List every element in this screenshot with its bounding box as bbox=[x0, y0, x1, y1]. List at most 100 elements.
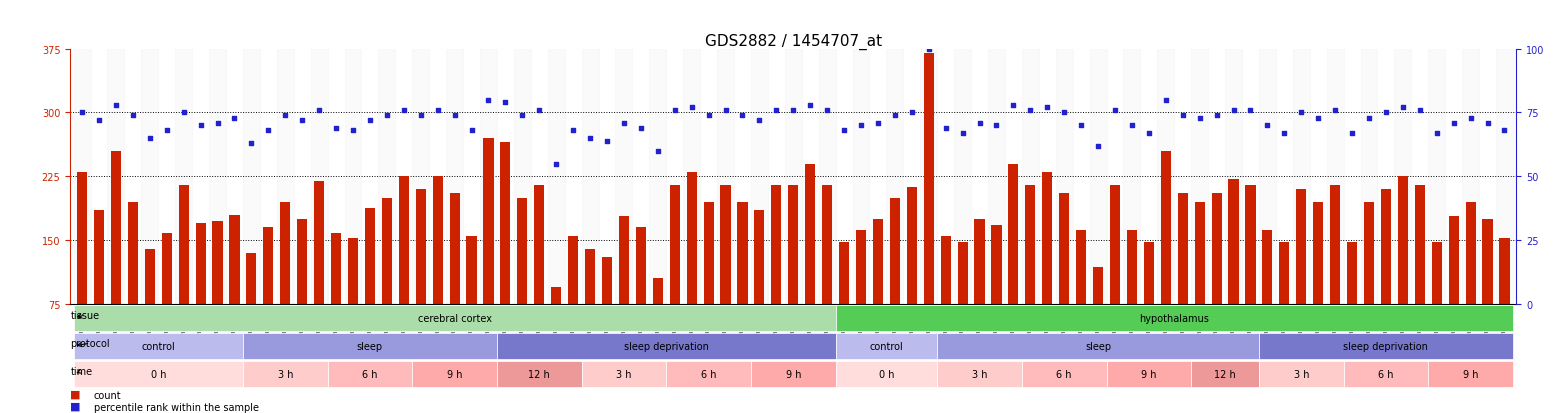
Bar bbox=[1262, 230, 1273, 304]
Bar bbox=[379, 50, 395, 304]
Bar bbox=[822, 185, 831, 304]
Bar bbox=[889, 198, 900, 304]
Point bbox=[883, 112, 908, 119]
Bar bbox=[652, 279, 663, 304]
Bar bbox=[1360, 50, 1377, 304]
FancyBboxPatch shape bbox=[498, 334, 836, 359]
Point bbox=[1239, 107, 1264, 114]
Bar bbox=[805, 164, 816, 304]
Bar bbox=[76, 173, 87, 304]
Bar bbox=[1161, 152, 1172, 304]
FancyBboxPatch shape bbox=[1259, 362, 1343, 387]
FancyBboxPatch shape bbox=[243, 362, 328, 387]
Point bbox=[1323, 107, 1348, 114]
Bar bbox=[534, 185, 544, 304]
Bar bbox=[73, 50, 90, 304]
Text: 3 h: 3 h bbox=[278, 369, 293, 379]
Bar bbox=[1059, 194, 1069, 304]
Bar bbox=[446, 50, 463, 304]
Bar bbox=[1025, 185, 1036, 304]
Point bbox=[222, 115, 246, 121]
Bar bbox=[1126, 230, 1137, 304]
FancyBboxPatch shape bbox=[750, 362, 836, 387]
Bar bbox=[1398, 177, 1409, 304]
Point bbox=[1441, 120, 1466, 127]
Bar bbox=[296, 219, 307, 304]
Bar bbox=[484, 139, 493, 304]
Bar bbox=[412, 50, 429, 304]
Text: 12 h: 12 h bbox=[1214, 369, 1236, 379]
Bar bbox=[975, 219, 984, 304]
Text: 3 h: 3 h bbox=[1293, 369, 1309, 379]
Bar bbox=[1195, 202, 1204, 304]
Bar bbox=[992, 225, 1002, 304]
Point bbox=[1153, 97, 1178, 104]
Bar bbox=[1143, 242, 1154, 304]
FancyBboxPatch shape bbox=[328, 362, 412, 387]
FancyBboxPatch shape bbox=[666, 362, 750, 387]
Bar bbox=[941, 236, 950, 304]
Text: control: control bbox=[142, 341, 175, 351]
Point bbox=[204, 120, 229, 127]
Bar bbox=[264, 228, 273, 304]
Bar bbox=[819, 50, 836, 304]
Bar bbox=[686, 173, 697, 304]
Point bbox=[1424, 130, 1449, 137]
Point bbox=[290, 118, 315, 124]
Bar bbox=[1415, 185, 1424, 304]
FancyBboxPatch shape bbox=[412, 362, 498, 387]
Bar bbox=[602, 258, 612, 304]
Point bbox=[86, 118, 111, 124]
Point bbox=[1289, 110, 1314, 116]
Point bbox=[1017, 107, 1042, 114]
Bar bbox=[345, 50, 362, 304]
Bar bbox=[1296, 190, 1306, 304]
Point bbox=[967, 120, 992, 127]
Text: 9 h: 9 h bbox=[1140, 369, 1156, 379]
Bar bbox=[582, 50, 599, 304]
Bar bbox=[738, 202, 747, 304]
FancyBboxPatch shape bbox=[938, 334, 1259, 359]
Bar bbox=[1314, 202, 1323, 304]
FancyBboxPatch shape bbox=[1022, 362, 1106, 387]
Bar bbox=[1499, 239, 1510, 304]
Text: 6 h: 6 h bbox=[1056, 369, 1072, 379]
Bar bbox=[466, 236, 477, 304]
Point bbox=[663, 107, 688, 114]
Point bbox=[189, 123, 214, 129]
Point bbox=[629, 125, 654, 132]
Point bbox=[1002, 102, 1026, 109]
Bar bbox=[1259, 50, 1276, 304]
Bar bbox=[94, 211, 105, 304]
Point bbox=[1069, 123, 1094, 129]
FancyBboxPatch shape bbox=[1429, 362, 1513, 387]
Bar bbox=[619, 217, 629, 304]
Bar bbox=[518, 198, 527, 304]
Bar bbox=[1008, 164, 1019, 304]
Bar bbox=[1462, 50, 1479, 304]
Point bbox=[612, 120, 636, 127]
Bar bbox=[958, 242, 967, 304]
Bar bbox=[229, 215, 240, 304]
Point bbox=[747, 118, 772, 124]
Text: 9 h: 9 h bbox=[1463, 369, 1479, 379]
Text: sleep deprivation: sleep deprivation bbox=[624, 341, 708, 351]
Bar bbox=[209, 50, 226, 304]
Text: 12 h: 12 h bbox=[529, 369, 551, 379]
Bar bbox=[108, 50, 125, 304]
Bar bbox=[501, 143, 510, 304]
Bar bbox=[1228, 179, 1239, 304]
Bar bbox=[1245, 185, 1256, 304]
Point bbox=[1459, 115, 1484, 121]
Text: 6 h: 6 h bbox=[362, 369, 378, 379]
Point bbox=[120, 112, 145, 119]
Point bbox=[172, 110, 197, 116]
Text: sleep: sleep bbox=[1086, 341, 1111, 351]
Point bbox=[544, 161, 569, 167]
Point bbox=[476, 97, 501, 104]
Bar bbox=[1429, 50, 1445, 304]
Bar bbox=[128, 202, 137, 304]
Bar bbox=[785, 50, 802, 304]
Point bbox=[1476, 120, 1501, 127]
Point bbox=[1340, 130, 1365, 137]
